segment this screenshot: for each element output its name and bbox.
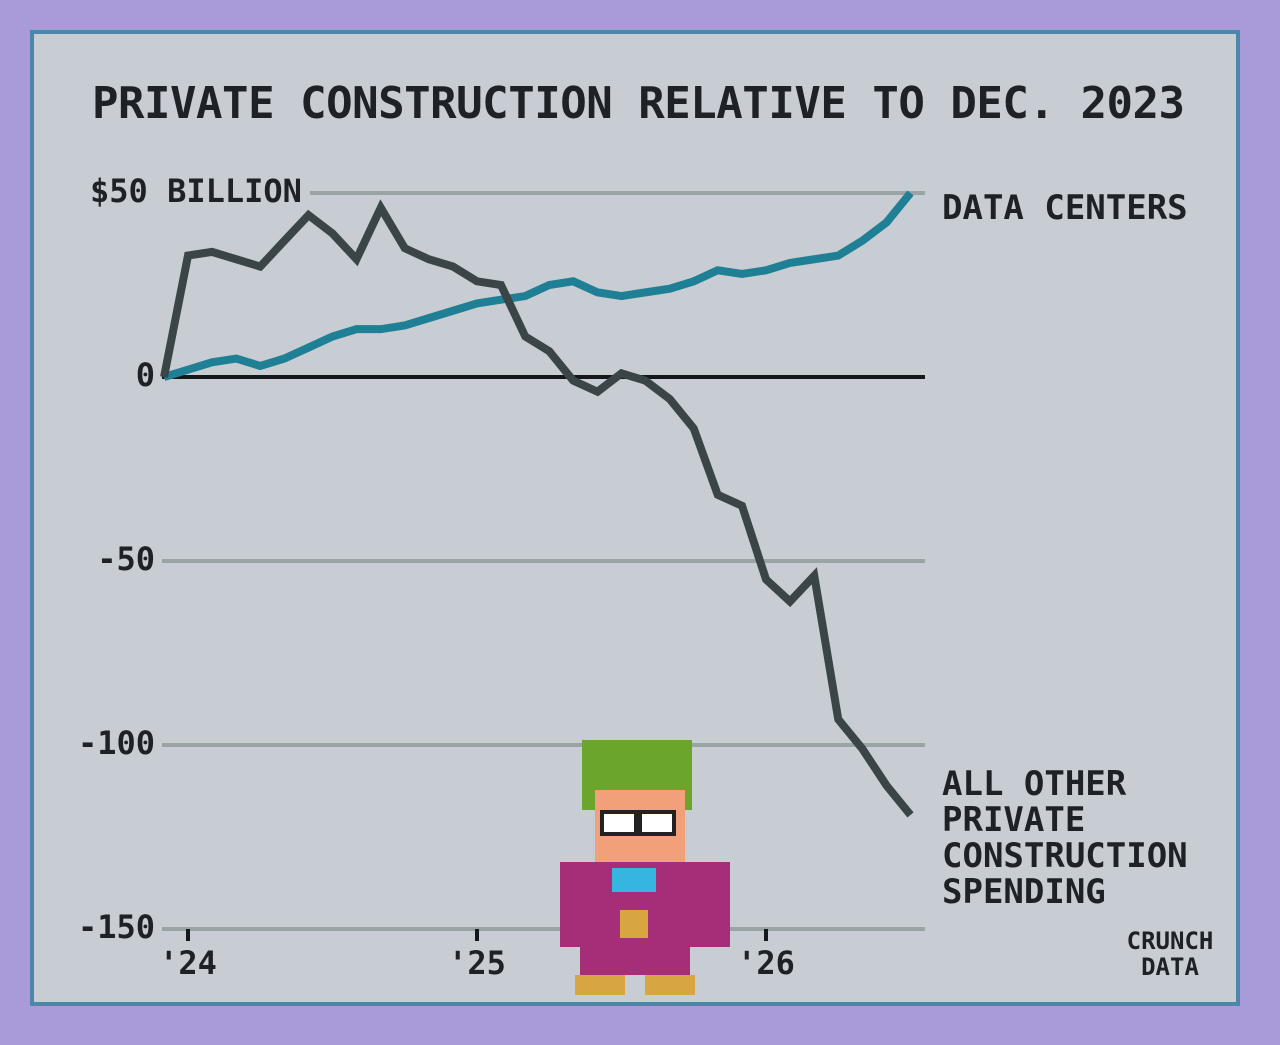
series-line — [160, 199, 914, 818]
series-label: ALL OTHER PRIVATE CONSTRUCTION SPENDING — [942, 763, 1188, 911]
series-label: DATA CENTERS — [942, 188, 1188, 228]
y-tick-label: -100 — [78, 724, 155, 762]
y-tick-label: 0 — [136, 356, 155, 394]
chart-title: PRIVATE CONSTRUCTION RELATIVE TO DEC. 20… — [92, 78, 1185, 129]
y-tick-label: $50 BILLION — [90, 172, 302, 210]
x-tick-label: '26 — [737, 944, 795, 982]
y-tick-label: -50 — [97, 540, 155, 578]
y-tick-label: -150 — [78, 908, 155, 946]
x-tick-label: '24 — [159, 944, 217, 982]
character-sprite — [560, 740, 730, 995]
series-line — [162, 190, 914, 381]
x-tick-label: '25 — [448, 944, 506, 982]
credit: CRUNCH DATA — [1127, 927, 1214, 981]
